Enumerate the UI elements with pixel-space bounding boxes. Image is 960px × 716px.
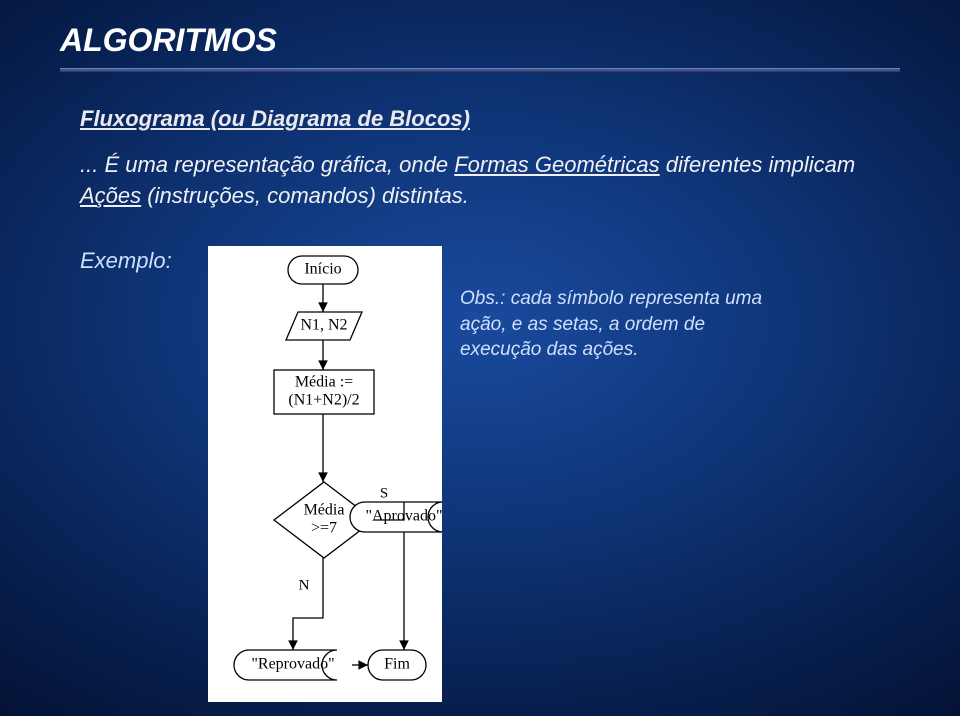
node-out_yes: "Aprovado" xyxy=(350,502,442,532)
page-title: ALGORITMOS xyxy=(60,22,277,59)
flowchart-panel: Início N1, N2 Média :=(N1+N2)/2 Média>=7 "Re… xyxy=(208,246,442,702)
node-end: Fim xyxy=(368,650,426,680)
svg-text:Média :=: Média := xyxy=(295,374,353,391)
flowchart-svg: Início N1, N2 Média :=(N1+N2)/2 Média>=7 "Re… xyxy=(208,246,442,702)
desc-acoes: Ações xyxy=(80,183,141,208)
node-process: Média :=(N1+N2)/2 xyxy=(274,370,374,414)
node-out_no: "Reprovado" xyxy=(234,650,337,680)
desc-formas: Formas Geométricas xyxy=(454,152,659,177)
svg-text:Fim: Fim xyxy=(384,656,410,673)
observation: Obs.: cada símbolo representa uma ação, … xyxy=(460,286,780,363)
svg-text:(N1+N2)/2: (N1+N2)/2 xyxy=(288,392,359,409)
desc-suffix: (instruções, comandos) distintas. xyxy=(141,183,469,208)
svg-text:N1, N2: N1, N2 xyxy=(300,317,347,334)
svg-text:N: N xyxy=(299,577,310,593)
svg-text:S: S xyxy=(380,485,388,501)
subtitle: Fluxograma (ou Diagrama de Blocos) xyxy=(80,106,470,132)
desc-mid: diferentes implicam xyxy=(660,152,856,177)
svg-text:"Reprovado": "Reprovado" xyxy=(251,656,334,673)
title-rule xyxy=(60,68,900,72)
node-input: N1, N2 xyxy=(286,312,362,340)
edge-decision-out_no: N xyxy=(288,558,323,650)
svg-text:>=7: >=7 xyxy=(311,520,337,537)
svg-text:Início: Início xyxy=(304,261,341,278)
svg-text:Média: Média xyxy=(304,502,345,519)
edge-input-process xyxy=(318,340,328,370)
desc-prefix: ... É uma representação gráfica, onde xyxy=(80,152,454,177)
node-start: Início xyxy=(288,256,358,284)
edge-process-decision xyxy=(318,414,328,482)
edge-out_no-end xyxy=(352,660,368,670)
description: ... É uma representação gráfica, onde Fo… xyxy=(80,150,880,212)
edge-start-input xyxy=(318,284,328,312)
example-label: Exemplo: xyxy=(80,248,172,274)
obs-prefix: Obs.: xyxy=(460,288,511,309)
edge-out_yes-end xyxy=(399,532,409,650)
